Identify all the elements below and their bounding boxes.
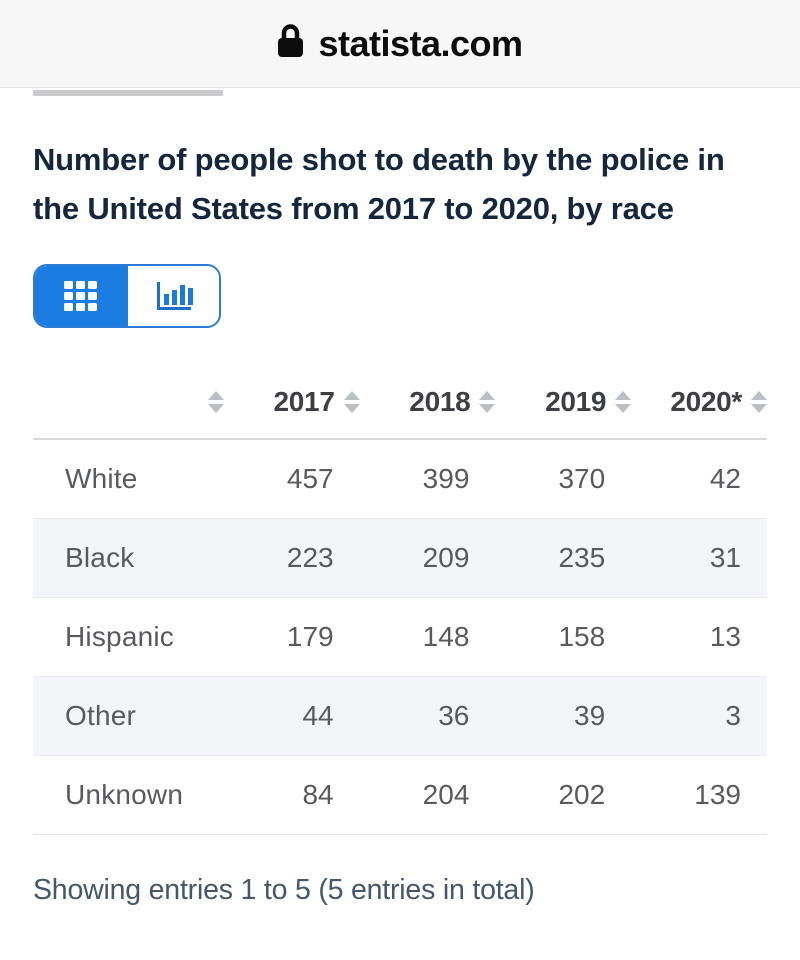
cell-value: 457: [286, 463, 334, 494]
table-row: Black 223 209 235 31: [33, 518, 767, 598]
data-table-container: 2017 2018 2019: [33, 372, 767, 835]
row-label: Unknown: [65, 779, 184, 810]
page-title: Number of people shot to death by the po…: [33, 142, 725, 226]
cell-value: 84: [302, 779, 334, 810]
sort-icon[interactable]: [207, 391, 224, 413]
table-row: Unknown 84 204 202 139: [33, 756, 767, 835]
cell-value: 3: [725, 700, 741, 731]
cell-value: 39: [574, 700, 606, 731]
cell-value: 148: [422, 621, 470, 652]
cell-value: 209: [422, 542, 470, 573]
row-label: White: [65, 463, 138, 494]
view-toggle: [33, 264, 221, 328]
data-table: 2017 2018 2019: [33, 372, 767, 835]
table-row: White 457 399 370 42: [33, 439, 767, 519]
row-label: Black: [65, 542, 135, 573]
sort-icon[interactable]: [751, 391, 767, 413]
cell-value: 44: [302, 700, 334, 731]
table-row: Hispanic 179 148 158 13: [33, 598, 767, 677]
browser-address-bar[interactable]: statista.com: [0, 0, 800, 88]
table-grid-icon: [64, 281, 97, 311]
cell-value: 158: [558, 621, 606, 652]
cell-value: 204: [422, 779, 470, 810]
cell-value: 42: [709, 463, 741, 494]
cell-value: 179: [286, 621, 334, 652]
column-header-2017[interactable]: 2017: [224, 372, 360, 439]
row-label: Other: [65, 700, 137, 731]
row-label: Hispanic: [65, 621, 174, 652]
cell-value: 235: [558, 542, 606, 573]
sort-icon[interactable]: [343, 391, 360, 413]
cell-value: 399: [422, 463, 470, 494]
sort-icon[interactable]: [479, 391, 496, 413]
table-row: Other 44 36 39 3: [33, 676, 767, 756]
address-url[interactable]: statista.com: [318, 22, 523, 64]
column-header-2019[interactable]: 2019: [495, 372, 632, 439]
column-header-race[interactable]: [33, 372, 224, 439]
cell-value: 223: [286, 542, 334, 573]
cell-value: 370: [558, 463, 606, 494]
cell-value: 139: [694, 779, 741, 810]
entries-summary: Showing entries 1 to 5 (5 entries in tot…: [33, 874, 535, 906]
bar-chart-icon: [156, 282, 193, 310]
cell-value: 202: [558, 779, 606, 810]
lock-icon: [277, 24, 304, 63]
column-header-2018[interactable]: 2018: [360, 372, 496, 439]
table-header-row: 2017 2018 2019: [33, 372, 767, 439]
cell-value: 31: [709, 542, 741, 573]
cell-value: 36: [438, 700, 470, 731]
cell-value: 13: [709, 621, 741, 652]
column-header-2020[interactable]: 2020*: [631, 372, 767, 439]
table-view-button[interactable]: [35, 266, 126, 326]
sort-icon[interactable]: [615, 391, 632, 413]
chart-view-button[interactable]: [126, 266, 219, 326]
scroll-indicator-bar[interactable]: [33, 90, 223, 96]
